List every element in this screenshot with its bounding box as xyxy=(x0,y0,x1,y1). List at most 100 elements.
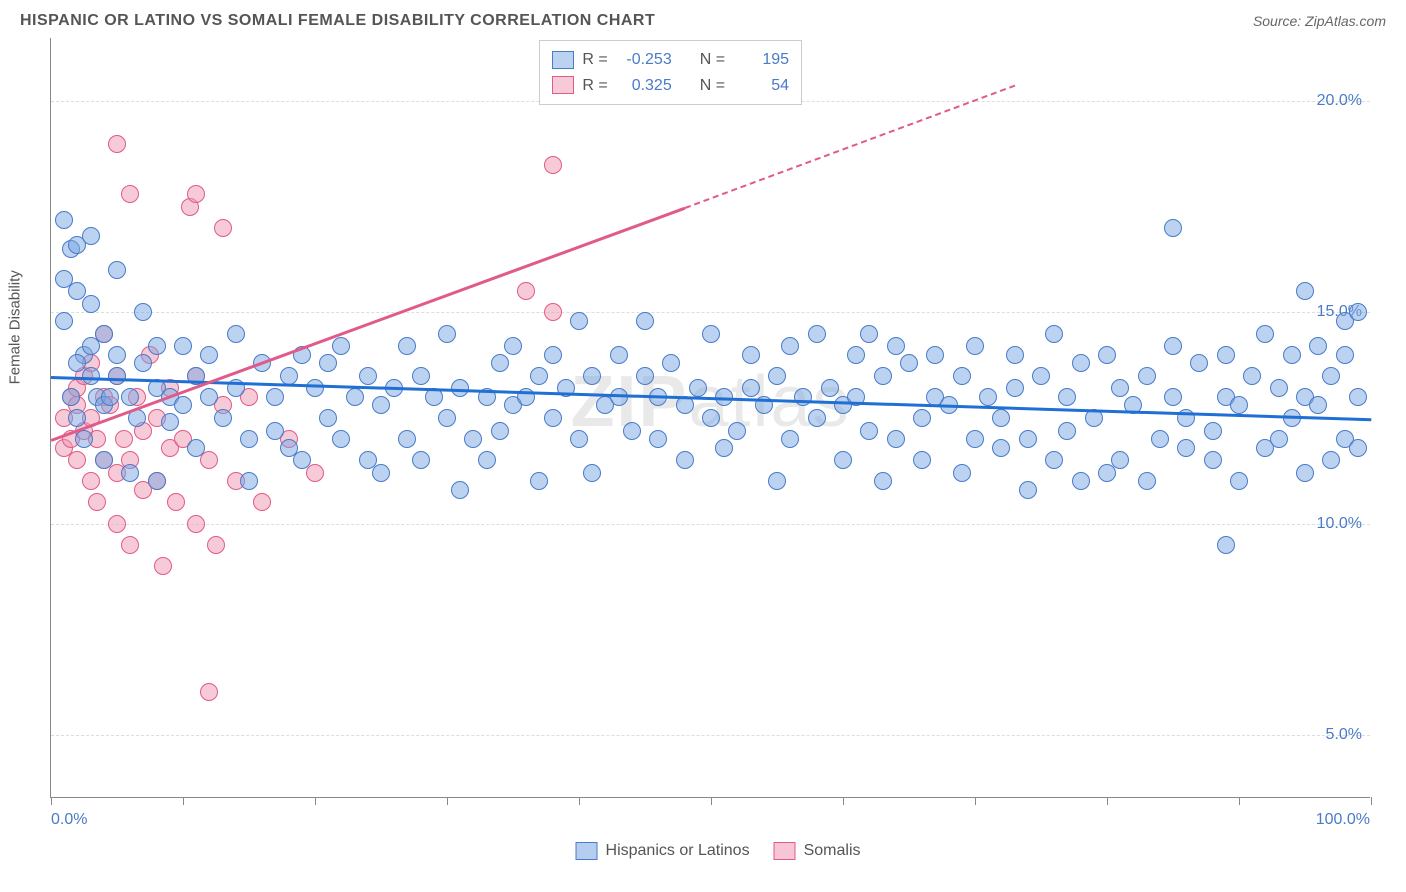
hispanic-point xyxy=(530,367,548,385)
y-axis-label: Female Disability xyxy=(7,270,24,384)
hispanic-point xyxy=(372,396,390,414)
hispanic-point xyxy=(1177,439,1195,457)
gridline xyxy=(51,524,1370,525)
hispanic-point xyxy=(1296,282,1314,300)
hispanic-point xyxy=(570,430,588,448)
x-tick xyxy=(843,797,844,805)
stats-legend-row: R =0.325N =54 xyxy=(552,73,789,99)
hispanic-point xyxy=(808,409,826,427)
hispanic-point xyxy=(966,430,984,448)
stat-value-r: 0.325 xyxy=(616,73,672,99)
hispanic-point xyxy=(1243,367,1261,385)
hispanic-point xyxy=(874,472,892,490)
hispanic-point xyxy=(200,346,218,364)
hispanic-point xyxy=(174,396,192,414)
legend-swatch xyxy=(552,51,574,69)
x-label-right: 100.0% xyxy=(1316,811,1370,829)
x-label-left: 0.0% xyxy=(51,811,87,829)
x-tick xyxy=(183,797,184,805)
hispanic-point xyxy=(240,430,258,448)
hispanic-point xyxy=(1111,451,1129,469)
y-tick-label: 20.0% xyxy=(1317,92,1362,110)
hispanic-point xyxy=(62,388,80,406)
hispanic-point xyxy=(1270,430,1288,448)
hispanic-point xyxy=(319,354,337,372)
somali-point xyxy=(154,557,172,575)
hispanic-point xyxy=(860,422,878,440)
hispanic-point xyxy=(676,396,694,414)
hispanic-point xyxy=(1164,337,1182,355)
hispanic-point xyxy=(108,367,126,385)
x-tick xyxy=(1239,797,1240,805)
somali-point xyxy=(214,219,232,237)
hispanic-point xyxy=(306,379,324,397)
hispanic-point xyxy=(636,367,654,385)
hispanic-point xyxy=(887,430,905,448)
hispanic-point xyxy=(913,409,931,427)
hispanic-point xyxy=(874,367,892,385)
x-tick xyxy=(711,797,712,805)
hispanic-point xyxy=(1230,472,1248,490)
stat-label-n: N = xyxy=(700,73,725,99)
chart-container: Female Disability ZIPatlas 5.0%10.0%15.0… xyxy=(50,38,1386,828)
hispanic-point xyxy=(227,325,245,343)
hispanic-point xyxy=(1045,325,1063,343)
stat-value-r: -0.253 xyxy=(616,47,672,73)
hispanic-point xyxy=(979,388,997,406)
hispanic-point xyxy=(1138,472,1156,490)
hispanic-point xyxy=(583,367,601,385)
chart-source: Source: ZipAtlas.com xyxy=(1253,13,1386,29)
hispanic-point xyxy=(293,451,311,469)
somali-point xyxy=(108,515,126,533)
hispanic-point xyxy=(1230,396,1248,414)
hispanic-point xyxy=(1045,451,1063,469)
x-tick xyxy=(51,797,52,805)
hispanic-point xyxy=(1164,388,1182,406)
somali-point xyxy=(200,451,218,469)
hispanic-point xyxy=(781,430,799,448)
hispanic-point xyxy=(319,409,337,427)
hispanic-point xyxy=(1111,379,1129,397)
hispanic-point xyxy=(412,367,430,385)
hispanic-point xyxy=(953,464,971,482)
y-tick-label: 5.0% xyxy=(1326,726,1362,744)
hispanic-point xyxy=(266,388,284,406)
somali-point xyxy=(108,135,126,153)
plot-area: ZIPatlas 5.0%10.0%15.0%20.0%0.0%100.0%R … xyxy=(50,38,1370,798)
hispanic-point xyxy=(768,472,786,490)
hispanic-point xyxy=(1349,439,1367,457)
hispanic-point xyxy=(68,354,86,372)
bottom-legend-item: Hispanics or Latinos xyxy=(576,842,750,860)
hispanic-point xyxy=(372,464,390,482)
hispanic-point xyxy=(1006,379,1024,397)
hispanic-point xyxy=(794,388,812,406)
hispanic-point xyxy=(55,312,73,330)
hispanic-point xyxy=(95,451,113,469)
hispanic-point xyxy=(715,439,733,457)
hispanic-point xyxy=(280,367,298,385)
stat-label-r: R = xyxy=(582,47,607,73)
hispanic-point xyxy=(266,422,284,440)
hispanic-point xyxy=(82,337,100,355)
hispanic-point xyxy=(1019,481,1037,499)
hispanic-point xyxy=(412,451,430,469)
hispanic-point xyxy=(82,295,100,313)
somali-point xyxy=(200,683,218,701)
hispanic-point xyxy=(570,312,588,330)
hispanic-point xyxy=(742,379,760,397)
stats-legend: R =-0.253N =195R =0.325N =54 xyxy=(539,40,802,105)
stat-value-n: 54 xyxy=(733,73,789,99)
hispanic-point xyxy=(1190,354,1208,372)
hispanic-point xyxy=(992,409,1010,427)
hispanic-point xyxy=(55,270,73,288)
x-tick xyxy=(447,797,448,805)
somali-point xyxy=(544,156,562,174)
hispanic-point xyxy=(913,451,931,469)
hispanic-point xyxy=(1072,354,1090,372)
hispanic-point xyxy=(926,346,944,364)
hispanic-point xyxy=(332,430,350,448)
hispanic-point xyxy=(1058,388,1076,406)
hispanic-point xyxy=(1349,388,1367,406)
chart-title: HISPANIC OR LATINO VS SOMALI FEMALE DISA… xyxy=(20,12,655,30)
hispanic-point xyxy=(821,379,839,397)
